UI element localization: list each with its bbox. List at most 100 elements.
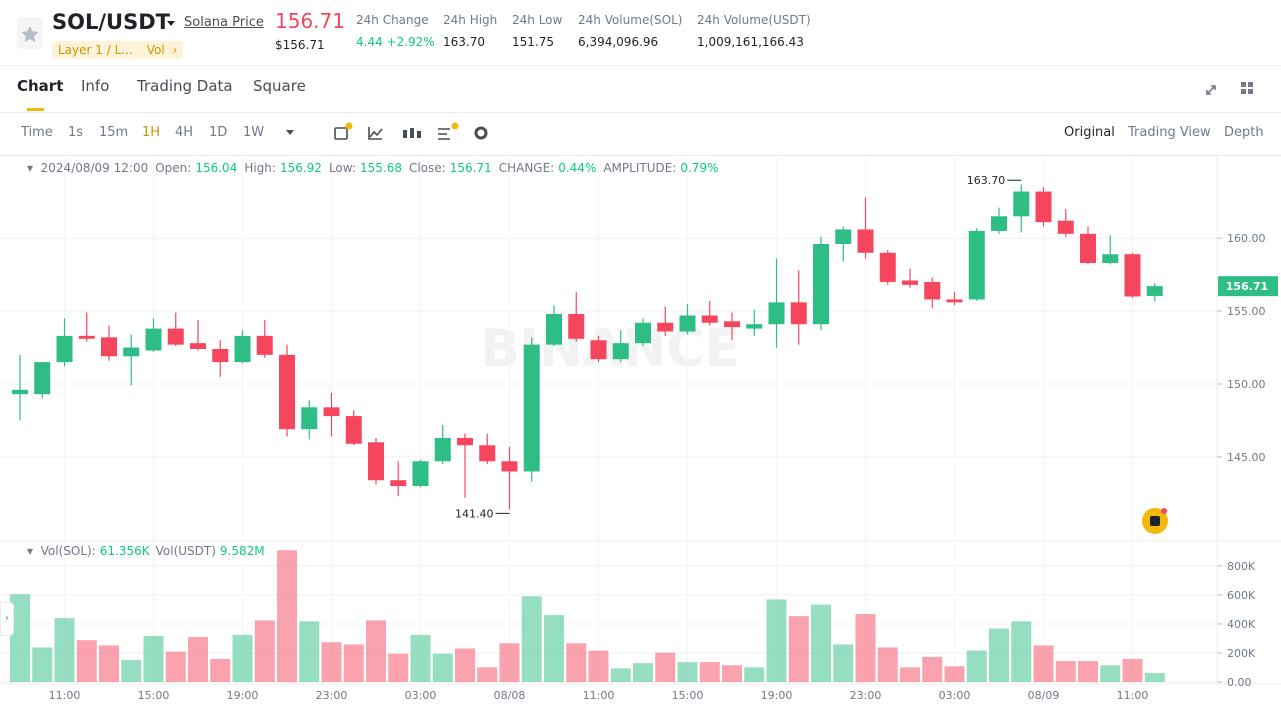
volume-bar [1055, 661, 1076, 682]
x-tick-label: 03:00 [405, 689, 437, 702]
info-value: 0.79% [680, 161, 719, 175]
candle-body [635, 322, 651, 344]
x-tick-label: 19:00 [227, 689, 259, 702]
notice-button[interactable] [1142, 508, 1168, 534]
candle-body [768, 302, 785, 325]
view-option[interactable]: Depth [1224, 125, 1264, 140]
ohlc-info: ▾ 2024/08/09 12:00 Open: 156.04 High: 156.92… [27, 161, 719, 175]
x-tick-label: 23:00 [850, 689, 882, 702]
window-icons[interactable] [1205, 80, 1265, 100]
candle-body [145, 328, 162, 351]
candle-body [390, 480, 407, 487]
candle-body [78, 335, 95, 339]
stat-value: 163.70 [443, 35, 485, 49]
x-tick-label: 15:00 [138, 689, 170, 702]
interval[interactable]: 1H [142, 125, 161, 140]
candle-body [790, 302, 807, 325]
volume-bar [922, 656, 943, 682]
info-date: 2024/08/09 12:00 [40, 161, 149, 175]
volume-bar [254, 620, 275, 682]
candle-body [1035, 191, 1052, 223]
tab[interactable]: Info [81, 77, 110, 95]
volume-bar [1144, 673, 1165, 682]
volume-bar [989, 628, 1009, 682]
volume-bar [877, 647, 898, 682]
interval[interactable]: 4H [175, 125, 194, 140]
candle-body [968, 230, 985, 300]
candle-body [479, 445, 496, 462]
volume-bar [76, 640, 97, 682]
view-option[interactable]: Trading View [1128, 125, 1211, 140]
view-option[interactable]: Original [1064, 125, 1115, 140]
info-value: 155.68 [359, 161, 402, 175]
info-value: 156.04 [195, 161, 238, 175]
watermark: BINANCE [480, 319, 740, 379]
tab[interactable]: Chart [17, 77, 64, 95]
volume-bar [521, 596, 542, 682]
candle-body [1080, 233, 1096, 263]
candle-body [568, 314, 585, 339]
divider [0, 65, 1281, 66]
volume-bar [855, 614, 876, 682]
volume-bar [833, 644, 854, 682]
volume-bar [966, 650, 987, 682]
candle-body [323, 407, 340, 417]
tag[interactable]: Layer 1 / L... [58, 43, 133, 57]
volume-bar [321, 642, 342, 682]
volume-bar [744, 667, 765, 682]
tab[interactable]: Square [253, 77, 306, 95]
price-link[interactable]: Solana Price [184, 15, 264, 30]
volume-bar [655, 652, 676, 682]
dropdown-icon[interactable] [166, 20, 176, 28]
x-tick-label: 03:00 [939, 689, 971, 702]
candle-body [724, 321, 740, 328]
candle-body [279, 354, 295, 430]
divider [0, 155, 1281, 156]
candle-body [1013, 191, 1030, 217]
tab[interactable]: Trading Data [137, 77, 233, 95]
stat-value: 4.44 +2.92% [356, 35, 435, 49]
volume-bar [477, 667, 498, 682]
tool-icons[interactable] [332, 122, 492, 144]
interval[interactable]: 1s [68, 125, 84, 140]
volume-tick-label: 400K [1227, 618, 1256, 631]
volume-bar [811, 604, 831, 682]
candle-body [345, 416, 362, 444]
volume-bar [232, 634, 253, 682]
volume-bar [343, 644, 364, 682]
stat-label: 24h Low [512, 13, 563, 27]
side-toggle[interactable]: › [0, 602, 14, 636]
x-tick-label: 08/08 [494, 689, 526, 702]
x-tick-label: 15:00 [672, 689, 704, 702]
volume-bar [699, 662, 720, 682]
info-value: 156.71 [449, 161, 492, 175]
volume-label: Vol(USDT) [155, 544, 216, 558]
interval[interactable]: 15m [99, 125, 129, 140]
volume-bar [788, 616, 809, 682]
volume-bar [410, 634, 431, 682]
favorite-button[interactable] [17, 17, 43, 49]
candle-body [412, 461, 429, 487]
candle-body [301, 407, 318, 430]
volume-bar [455, 648, 475, 682]
interval-dropdown[interactable] [285, 129, 295, 137]
stat-label: 24h High [443, 13, 498, 27]
candle-body [924, 281, 941, 300]
volume-label: Vol(SOL): [40, 544, 96, 558]
candle-body [679, 315, 696, 332]
tag[interactable]: Vol [146, 43, 165, 57]
info-label: CHANGE: [498, 161, 555, 175]
candle-body [123, 347, 140, 357]
interval[interactable]: Time [21, 125, 53, 140]
candle-body [991, 216, 1007, 231]
interval[interactable]: 1D [209, 125, 228, 140]
interval[interactable]: 1W [243, 125, 265, 140]
candle-body [857, 229, 874, 253]
stat-label: 24h Volume(USDT) [697, 13, 811, 27]
y-tick-label: 150.00 [1227, 378, 1266, 391]
y-tick-label: 145.00 [1227, 451, 1266, 464]
volume-bar [633, 663, 653, 682]
volume-tick-label: 600K [1227, 589, 1256, 602]
candle-body [813, 244, 829, 325]
info-label: Close: [408, 161, 446, 175]
